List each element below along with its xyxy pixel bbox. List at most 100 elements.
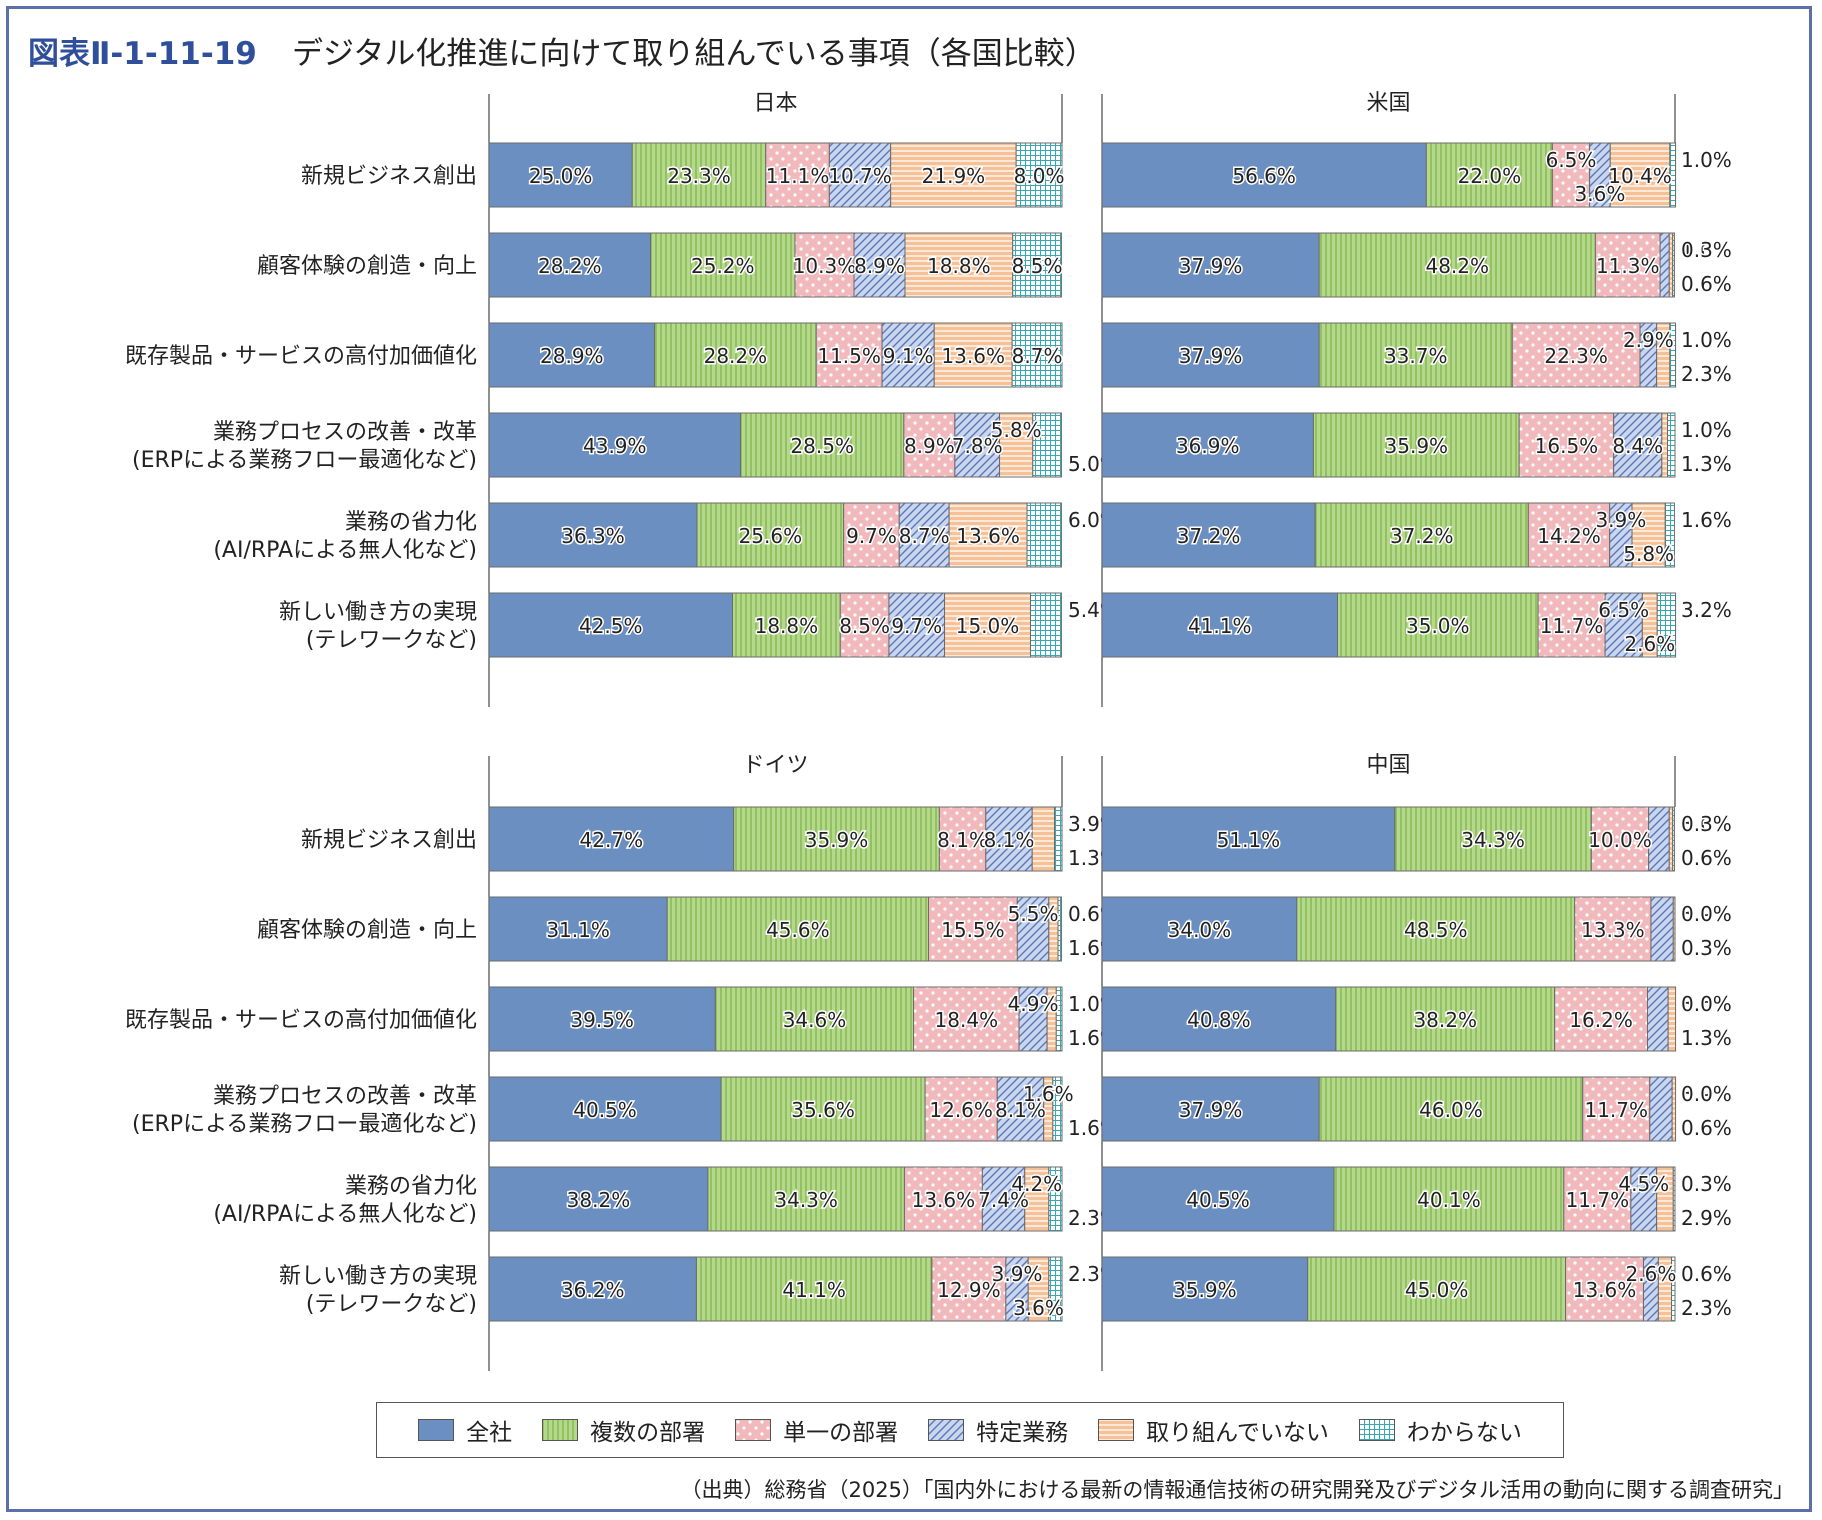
bar-segment (1052, 1076, 1063, 1142)
data-label: 0.0% (1681, 902, 1732, 926)
bar-segment (1318, 232, 1596, 298)
data-label: 0.6% (1681, 846, 1732, 870)
bar-segment (1563, 1166, 1632, 1232)
bar-segment (1101, 896, 1298, 962)
data-label: 2.6% (1626, 1262, 1677, 1286)
data-label: 7.4% (978, 1188, 1029, 1212)
data-label: 25.0% (529, 164, 593, 188)
figure-label: 図表Ⅱ-1-11-19 (28, 36, 257, 72)
data-label: 42.5% (579, 614, 643, 638)
data-label: 38.2% (567, 1188, 631, 1212)
bar-segment (1672, 806, 1675, 872)
data-label: 11.1% (766, 164, 830, 188)
data-label: 8.7% (1012, 344, 1063, 368)
data-label: 9.7% (846, 524, 897, 548)
bar-row: 既存製品・サービスの高付加価値化 39.5% 34.6% 18.4%4.9%1.6%1… (125, 986, 1120, 1052)
bar-row: 36.9% 35.9% 16.5% 8.4% 1.0% 1.3% (1101, 412, 1733, 478)
bar-row: 56.6% 22.0% 6.5% 3.6%10.4% 1.0% (1101, 142, 1733, 208)
bar-segment (903, 412, 956, 478)
bar-segment (1101, 1256, 1309, 1322)
bar-segment (1312, 412, 1520, 478)
data-label: 34.0% (1168, 918, 1232, 942)
data-label: 13.6% (912, 1188, 976, 1212)
category-label: 新しい働き方の実現 (279, 1264, 477, 1289)
data-label: 1.0% (1681, 418, 1732, 442)
bar-segment (1672, 1166, 1676, 1232)
data-label: 48.2% (1425, 254, 1489, 278)
bar-segment (488, 1166, 709, 1232)
bar-segment (890, 142, 1017, 208)
legend-label: 複数の部署 (590, 1420, 706, 1446)
bar-segment (488, 1076, 722, 1142)
bar-row: 40.8% 38.2% 16.2% 3.6% 1.3% 0.0% (1101, 986, 1733, 1052)
bar-row: 新しい働き方の実現 (テレワークなど) 36.2% 41.1% 12.9%3.9% 3.6… (279, 1256, 1120, 1322)
data-label: 1.6% (1681, 508, 1732, 532)
data-label: 10.7% (828, 164, 892, 188)
bar-segment (904, 232, 1014, 298)
bar-segment (650, 232, 796, 298)
data-label: 5.5% (1008, 902, 1059, 926)
data-label: 28.5% (790, 434, 854, 458)
bar-segment (1667, 986, 1677, 1052)
bar-row: 新規ビジネス創出 42.7% 35.9% 8.1%8.1%3.9%1.3% (301, 806, 1120, 872)
data-label: 6.5% (1598, 598, 1649, 622)
data-label: 36.9% (1176, 434, 1240, 458)
bar-segment (1668, 232, 1674, 298)
bar-segment (985, 806, 1033, 872)
bar-segment (1055, 986, 1063, 1052)
bar-segment (933, 322, 1013, 388)
legend: 全社 複数の部署 単一の部署 特定業務 取り組んでいない わからない (376, 1402, 1564, 1458)
data-label: 40.5% (1186, 1188, 1250, 1212)
category-label: 業務の省力化 (345, 1174, 477, 1199)
data-label: 16.5% (1535, 434, 1599, 458)
bar-segment (1631, 502, 1666, 568)
legend-swatch (1098, 1419, 1135, 1441)
bar-segment (815, 322, 883, 388)
panel-3: 中国 51.1% 34.3% 10.0% 3.6% 0.6% 0.3% 34.0% 48.5% 1… (1101, 753, 1733, 1371)
category-label: 新しい働き方の実現 (279, 600, 477, 625)
data-label: 22.3% (1544, 344, 1608, 368)
bar-segment (1394, 806, 1592, 872)
bar-segment (1667, 412, 1676, 478)
data-label: 4.9% (1008, 992, 1059, 1016)
legend-item: 全社 (418, 1413, 512, 1447)
bar-segment (1101, 232, 1320, 298)
data-label: 37.9% (1179, 1098, 1243, 1122)
legend-item: 取り組んでいない (1098, 1413, 1329, 1447)
bar-segment (1307, 1256, 1567, 1322)
data-label: 4.5% (1618, 1172, 1669, 1196)
bar-segment (732, 592, 841, 658)
data-label: 37.2% (1177, 524, 1241, 548)
bar-segment (1554, 986, 1648, 1052)
bar-segment (924, 1076, 998, 1142)
data-label: 38.2% (1413, 1008, 1477, 1032)
bar-segment (996, 1076, 1045, 1142)
data-label: 8.1% (995, 1098, 1046, 1122)
data-label: 3.2% (1681, 598, 1732, 622)
legend-swatch (928, 1419, 965, 1441)
data-label: 1.0% (1681, 148, 1732, 172)
bar-segment (1048, 1256, 1063, 1322)
bar-segment (714, 986, 915, 1052)
legend-item: 複数の部署 (542, 1413, 705, 1447)
data-label: 2.9% (1681, 1206, 1732, 1230)
bar-segment (1101, 142, 1427, 208)
panel-title: ドイツ (742, 753, 808, 778)
data-label: 8.1% (984, 828, 1035, 852)
data-label: 3.9% (1595, 508, 1646, 532)
bar-segment (1574, 896, 1652, 962)
data-label: 0.6% (1681, 1262, 1732, 1286)
bar-segment (1511, 322, 1641, 388)
category-label: 新規ビジネス創出 (301, 828, 477, 853)
data-label: 11.3% (1596, 254, 1660, 278)
legend-item: 特定業務 (928, 1413, 1068, 1447)
data-label: 40.8% (1187, 1008, 1251, 1032)
bar-segment (839, 592, 890, 658)
data-label: 3.6% (1575, 182, 1626, 206)
legend-item: わからない (1358, 1413, 1522, 1447)
data-label: 43.9% (583, 434, 647, 458)
data-label: 1.3% (1681, 1026, 1732, 1050)
bar-segment (1318, 322, 1513, 388)
bar-segment (488, 412, 742, 478)
